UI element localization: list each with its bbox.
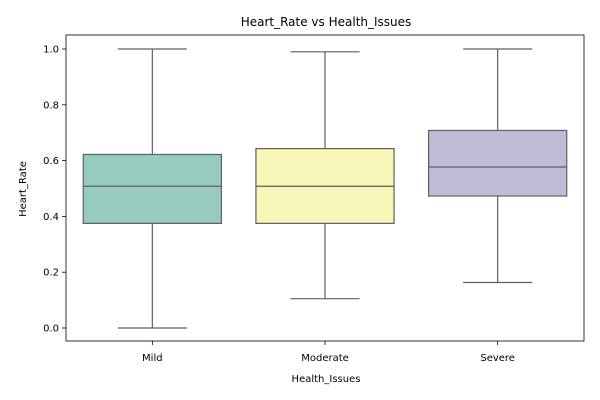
- iqr-box: [428, 129, 568, 197]
- box-group: [428, 48, 568, 284]
- y-tick-label: 0.8: [43, 100, 59, 111]
- x-axis: Mild Moderate Severe: [142, 341, 515, 364]
- x-tick-label: Moderate: [301, 353, 349, 364]
- box-group: [82, 48, 223, 329]
- iqr-box: [82, 153, 223, 224]
- chart-title: Heart_Rate vs Health_Issues: [241, 15, 412, 29]
- y-axis-label: Heart_Rate: [18, 161, 29, 217]
- x-tick-label: Severe: [480, 353, 515, 364]
- x-axis-label: Health_Issues: [292, 374, 361, 385]
- box-group: [255, 51, 395, 300]
- y-tick-label: 0.0: [43, 324, 59, 335]
- y-tick-label: 0.6: [43, 156, 59, 167]
- y-tick-label: 1.0: [43, 45, 59, 56]
- y-tick-label: 0.4: [43, 212, 59, 223]
- x-tick-label: Mild: [142, 353, 163, 364]
- boxes: [82, 48, 568, 329]
- y-axis: 0.0 0.2 0.4 0.6 0.8 1.0: [43, 45, 66, 335]
- y-tick-label: 0.2: [43, 268, 59, 279]
